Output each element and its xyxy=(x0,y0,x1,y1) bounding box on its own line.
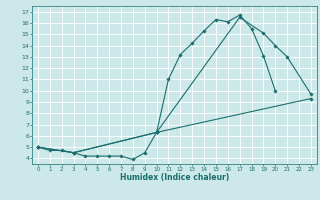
X-axis label: Humidex (Indice chaleur): Humidex (Indice chaleur) xyxy=(120,173,229,182)
